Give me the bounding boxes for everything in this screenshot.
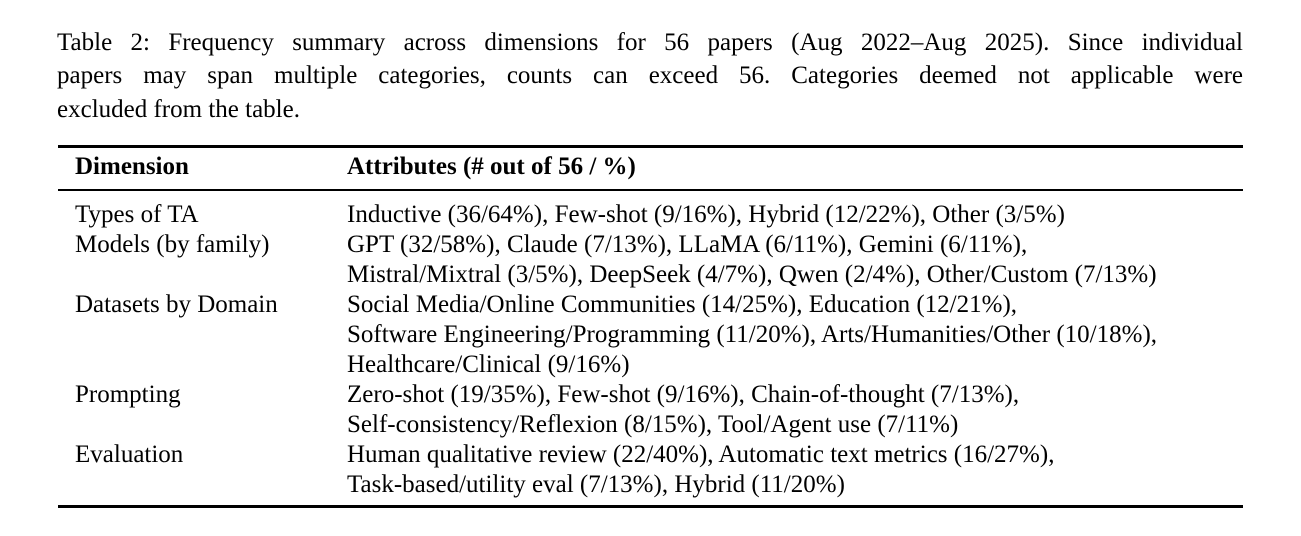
dimension-cell: Types of TA [75,201,199,228]
caption-line: Table 2: Frequency summary across dimens… [57,29,1243,56]
dimension-cell: Datasets by Domain [75,291,278,318]
table-bottomrule [58,505,1243,508]
table-body: Types of TA Inductive (36/64%), Few-shot… [58,191,1243,505]
caption-line: excluded from the table. [57,95,300,123]
caption-line: papers may span multiple categories, cou… [57,62,1243,90]
attribute-line: Task-based/utility eval (7/13%), Hybrid … [347,471,845,498]
dimension-cell: Prompting [75,381,181,408]
column-header-dimension: Dimension [75,153,189,180]
column-header-attributes: Attributes (# out of 56 / %) [347,153,636,180]
attribute-line: Inductive (36/64%), Few-shot (9/16%), Hy… [347,201,1065,228]
attribute-line: Mistral/Mixtral (3/5%), DeepSeek (4/7%),… [347,261,1157,288]
dimension-cell: Models (by family) [75,231,270,258]
attribute-line: Software Engineering/Programming (11/20%… [347,321,1158,348]
table-row: Datasets by Domain Social Media/Online C… [58,290,1243,380]
attributes-cell: Zero-shot (19/35%), Few-shot (9/16%), Ch… [347,380,1243,440]
table-caption: Table 2: Frequency summary across dimens… [57,26,1243,126]
table-row: Evaluation Human qualitative review (22/… [58,440,1243,500]
attribute-line: GPT (32/58%), Claude (7/13%), LLaMA (6/1… [347,231,1028,258]
table-row: Types of TA Inductive (36/64%), Few-shot… [58,200,1243,230]
frequency-table: Dimension Attributes (# out of 56 / %) T… [58,145,1243,508]
attributes-cell: GPT (32/58%), Claude (7/13%), LLaMA (6/1… [347,230,1243,290]
dimension-cell: Evaluation [75,441,184,468]
table-row: Prompting Zero-shot (19/35%), Few-shot (… [58,380,1243,440]
attributes-cell: Human qualitative review (22/40%), Autom… [347,440,1243,500]
table-header-row: Dimension Attributes (# out of 56 / %) [58,148,1243,189]
table-row: Models (by family) GPT (32/58%), Claude … [58,230,1243,290]
attribute-line: Self-consistency/Reflexion (8/15%), Tool… [347,411,959,438]
attribute-line: Human qualitative review (22/40%), Autom… [347,441,1055,468]
table-toprule [58,145,1243,148]
attributes-cell: Social Media/Online Communities (14/25%)… [347,290,1243,380]
attributes-cell: Inductive (36/64%), Few-shot (9/16%), Hy… [347,200,1243,230]
attribute-line: Zero-shot (19/35%), Few-shot (9/16%), Ch… [347,381,1020,408]
attribute-line: Social Media/Online Communities (14/25%)… [347,291,1018,318]
attribute-line: Healthcare/Clinical (9/16%) [347,351,630,378]
table-midrule [58,189,1243,191]
